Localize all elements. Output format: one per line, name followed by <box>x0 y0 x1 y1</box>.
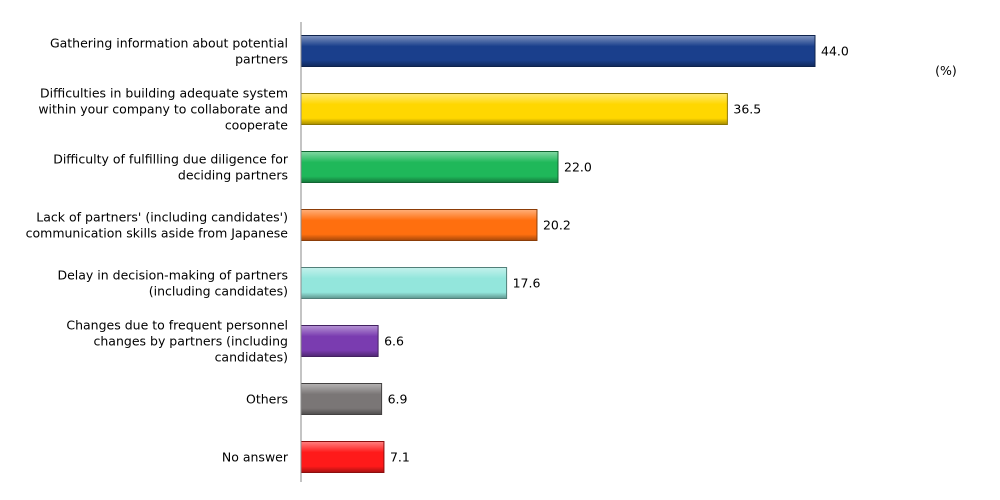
category-label-line: Others <box>246 392 288 407</box>
category-label-7: No answer <box>222 450 289 465</box>
unit-label: (%) <box>935 63 957 78</box>
value-label-3: 20.2 <box>543 218 571 233</box>
category-label-line: Difficulty of fulfilling due diligence f… <box>53 152 289 167</box>
category-label-3: Lack of partners' (including candidates'… <box>26 210 289 241</box>
category-label-4: Delay in decision-making of partners (inc… <box>57 268 288 299</box>
category-label-line: Changes due to frequent personnel <box>66 318 288 333</box>
category-label-line: partners <box>235 52 288 67</box>
value-label-4: 17.6 <box>513 276 541 291</box>
category-label-line: Gathering information about potential <box>50 36 288 51</box>
bar-7 <box>300 441 385 473</box>
category-label-line: Lack of partners' (including candidates'… <box>36 210 288 225</box>
category-label-5: Changes due to frequent personnel changes… <box>66 318 288 365</box>
bar-6 <box>300 383 383 415</box>
category-label-line: Delay in decision-making of partners <box>57 268 288 283</box>
value-label-1: 36.5 <box>733 102 761 117</box>
category-label-line: changes by partners (including <box>94 334 288 349</box>
category-label-2: Difficulty of fulfilling due diligence f… <box>53 152 289 183</box>
category-label-0: Gathering information about potential par… <box>50 36 288 67</box>
value-label-5: 6.6 <box>384 334 404 349</box>
value-label-7: 7.1 <box>390 450 410 465</box>
category-label-line: communication skills aside from Japanese <box>26 226 289 241</box>
category-label-line: Difficulties in building adequate system <box>40 86 288 101</box>
bar-4 <box>300 267 508 299</box>
category-label-6: Others <box>246 392 288 407</box>
category-label-1: Difficulties in building adequate system… <box>38 86 288 133</box>
category-label-line: No answer <box>222 450 289 465</box>
value-label-0: 44.0 <box>821 44 849 59</box>
value-label-6: 6.9 <box>388 392 408 407</box>
category-label-line: (including candidates) <box>149 284 288 299</box>
bar-5 <box>300 325 379 357</box>
bar-1 <box>300 93 728 125</box>
category-label-line: candidates) <box>215 350 288 365</box>
bar-2 <box>300 151 559 183</box>
bar-0 <box>300 35 816 67</box>
category-label-line: cooperate <box>225 118 288 133</box>
bar-3 <box>300 209 538 241</box>
category-label-line: deciding partners <box>178 168 288 183</box>
category-label-line: within your company to collaborate and <box>38 102 288 117</box>
value-label-2: 22.0 <box>564 160 592 175</box>
